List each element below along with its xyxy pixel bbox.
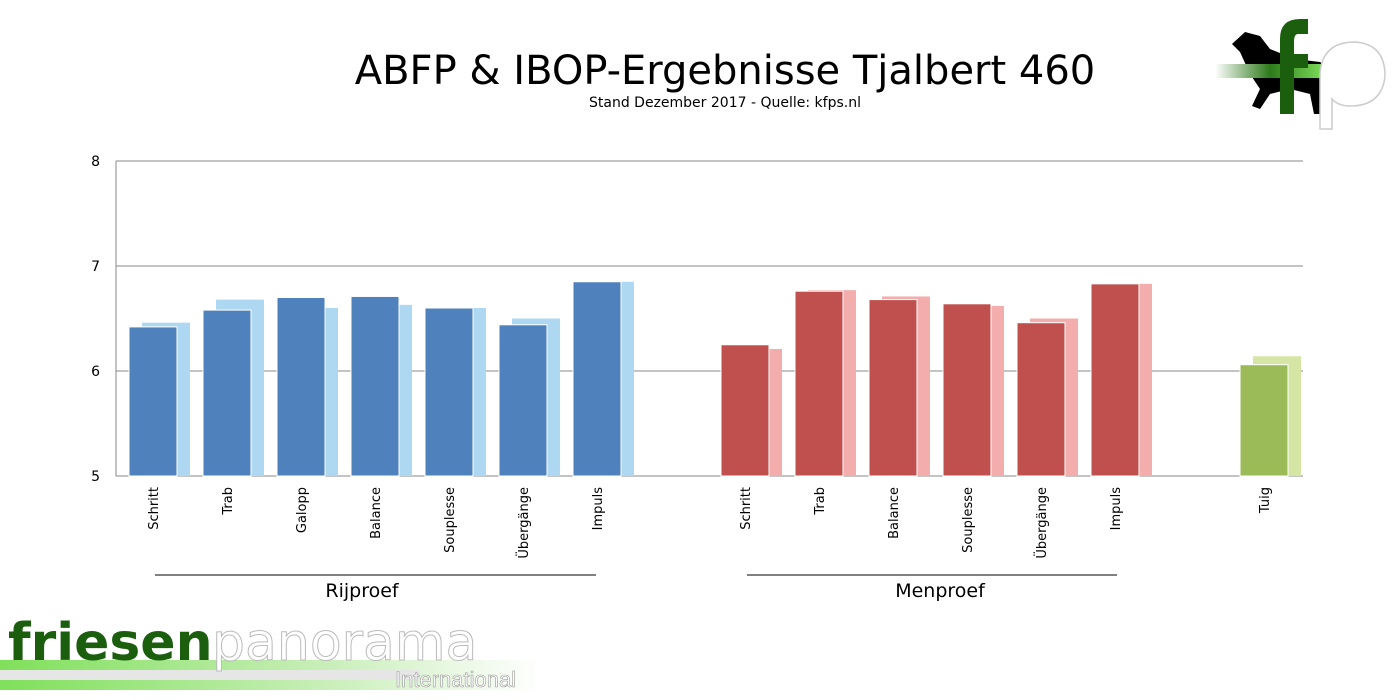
fp-logo-text: fp bbox=[1210, 14, 1211, 15]
y-tick-label: 5 bbox=[91, 469, 100, 485]
bar bbox=[1090, 283, 1140, 477]
friesen-text: friesen bbox=[8, 613, 213, 673]
y-tick-label: 6 bbox=[91, 364, 100, 380]
group-label: Menproef bbox=[895, 580, 986, 602]
bar bbox=[498, 324, 548, 477]
bar bbox=[720, 344, 770, 477]
bar bbox=[202, 309, 252, 477]
international-text: International bbox=[395, 667, 516, 692]
category-label: Balance bbox=[887, 487, 902, 539]
bar bbox=[572, 281, 622, 477]
chart-subtitle: Stand Dezember 2017 - Quelle: kfps.nl bbox=[589, 95, 861, 111]
y-tick-label: 7 bbox=[91, 259, 100, 275]
category-label: Schritt bbox=[147, 487, 162, 530]
bar bbox=[350, 295, 400, 477]
y-tick-label: 8 bbox=[91, 154, 100, 170]
panorama-text: panorama bbox=[212, 613, 477, 673]
bar bbox=[1239, 364, 1289, 477]
category-label: Trab bbox=[221, 487, 236, 516]
bar bbox=[794, 290, 844, 477]
category-label: Galopp bbox=[295, 487, 310, 533]
bar bbox=[942, 303, 992, 477]
chart-title: ABFP & IBOP-Ergebnisse Tjalbert 460 bbox=[354, 48, 1096, 94]
category-label: Schritt bbox=[739, 487, 754, 530]
category-label: Souplesse bbox=[443, 487, 458, 553]
category-label: Übergänge bbox=[1033, 487, 1050, 559]
bar bbox=[424, 307, 474, 477]
category-label: Impuls bbox=[1109, 487, 1124, 531]
bar bbox=[1016, 322, 1066, 477]
category-label: Balance bbox=[369, 487, 384, 539]
category-label: Übergänge bbox=[515, 487, 532, 559]
category-label: Impuls bbox=[591, 487, 606, 531]
fp-logo: fp bbox=[1210, 14, 1386, 130]
friesenpanorama-logo: friesen panorama International bbox=[0, 613, 540, 692]
category-label: Trab bbox=[813, 487, 828, 516]
category-label: Souplesse bbox=[961, 487, 976, 553]
bar bbox=[868, 299, 918, 477]
bar bbox=[128, 326, 178, 477]
group-label: Rijproef bbox=[325, 580, 400, 602]
category-label: Tuig bbox=[1258, 487, 1273, 514]
bar bbox=[276, 297, 326, 477]
